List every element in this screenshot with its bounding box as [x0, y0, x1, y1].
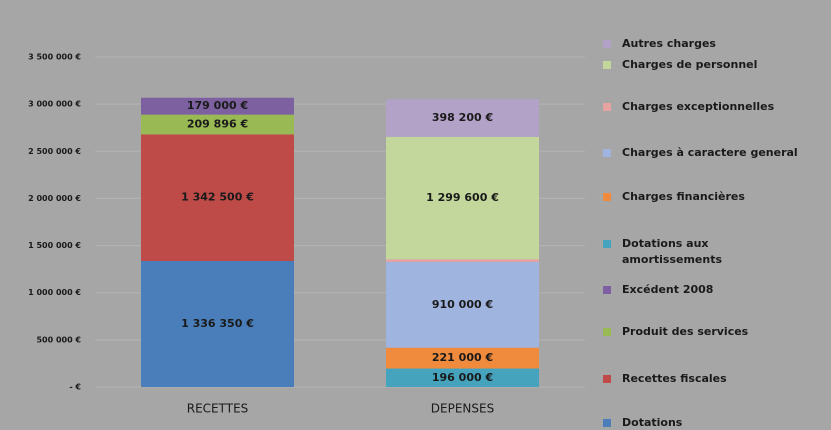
legend-label: Charges financières [622, 190, 745, 203]
legend-swatch [603, 149, 611, 157]
data-label: 221 000 € [432, 351, 493, 364]
data-label: 1 299 600 € [426, 191, 499, 204]
bar-segment [141, 134, 294, 262]
data-label: 196 000 € [432, 371, 493, 384]
bar-segment [141, 114, 294, 135]
y-tick-label: 500 000 € [36, 335, 81, 344]
y-tick-label: 3 000 000 € [28, 100, 81, 109]
x-tick-label: DEPENSES [431, 402, 494, 416]
y-tick-label: 1 500 000 € [28, 241, 81, 250]
legend-label: Dotations aux amortissements [622, 237, 723, 266]
bar-segment [386, 368, 539, 387]
data-label: 179 000 € [187, 99, 248, 112]
data-label: 1 336 350 € [181, 317, 254, 330]
legend-swatch [603, 61, 611, 69]
bar-segment [386, 259, 539, 262]
legend-label: Charges à caractere general [622, 146, 798, 159]
data-label: 1 342 500 € [181, 191, 254, 204]
legend-label: Autres charges [622, 37, 716, 50]
legend-swatch [603, 103, 611, 111]
legend-label: Recettes fiscales [622, 372, 727, 385]
legend-label: Excédent 2008 [622, 283, 714, 296]
legend-label: Dotations [622, 416, 683, 429]
data-label: 209 896 € [187, 118, 248, 131]
legend-label: Charges de personnel [622, 58, 758, 71]
data-label: 910 000 € [432, 298, 493, 311]
y-tick-label: 1 000 000 € [28, 288, 81, 297]
legend-swatch [603, 40, 611, 48]
y-tick-label: 3 500 000 € [28, 53, 81, 62]
legend-swatch [603, 193, 611, 201]
bar-segment [141, 97, 294, 115]
bar-segment [386, 136, 539, 260]
legend-swatch [603, 286, 611, 294]
y-tick-label: - € [69, 383, 81, 392]
legend-label: Produit des services [622, 325, 749, 338]
bar-segment [141, 261, 294, 387]
x-tick-label: RECETTES [187, 402, 249, 416]
data-label: 398 200 € [432, 111, 493, 124]
y-tick-label: 2 500 000 € [28, 147, 81, 156]
legend-swatch [603, 419, 611, 427]
legend-swatch [603, 375, 611, 383]
bar-segment [386, 99, 539, 137]
bar-segment [386, 261, 539, 348]
legend-label: Charges exceptionnelles [622, 100, 775, 113]
legend-swatch [603, 240, 611, 248]
legend-swatch [603, 328, 611, 336]
bar-segment [386, 347, 539, 369]
y-tick-label: 2 000 000 € [28, 194, 81, 203]
